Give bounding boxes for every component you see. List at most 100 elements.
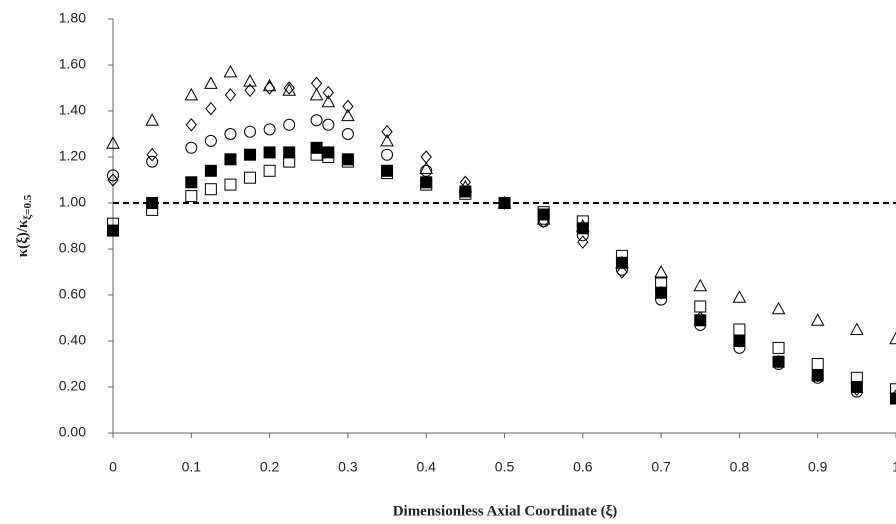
marker [850, 371, 863, 384]
marker [890, 383, 896, 396]
marker [244, 171, 257, 184]
marker [693, 278, 708, 292]
marker [146, 203, 159, 216]
marker [420, 176, 433, 189]
y-tick-label: 1.20 [59, 148, 86, 164]
marker [811, 358, 824, 370]
marker [204, 164, 217, 177]
x-tick-label: 1 [892, 459, 896, 475]
marker [381, 148, 394, 161]
x-tick-label: 0.4 [416, 459, 436, 475]
marker [224, 153, 237, 166]
marker [185, 141, 198, 154]
marker [107, 224, 119, 237]
marker [321, 94, 336, 108]
marker [185, 190, 198, 203]
marker [498, 197, 511, 209]
marker [204, 134, 217, 147]
marker [184, 87, 199, 101]
marker [655, 277, 668, 290]
y-tick-label: 0.60 [59, 286, 86, 302]
marker [381, 167, 394, 180]
marker [420, 164, 433, 177]
marker [459, 185, 472, 198]
marker [459, 187, 472, 200]
marker [341, 153, 354, 166]
marker [244, 83, 256, 98]
marker [850, 381, 863, 393]
marker [576, 222, 589, 235]
marker [498, 197, 511, 209]
y-tick-label: 0.20 [59, 378, 86, 394]
marker [419, 161, 434, 174]
x-tick-label: 0.1 [182, 459, 202, 475]
x-tick-label: 0.5 [495, 459, 515, 475]
x-tick-label: 0 [109, 459, 117, 475]
marker [223, 64, 238, 78]
marker [654, 264, 668, 278]
marker [263, 81, 276, 95]
marker [243, 74, 257, 87]
marker [420, 178, 433, 191]
marker [615, 249, 628, 262]
marker [341, 108, 355, 122]
marker [107, 169, 119, 182]
marker [615, 256, 628, 269]
marker [263, 123, 276, 136]
marker [772, 355, 785, 368]
marker [771, 301, 786, 315]
y-tick-label: 1.40 [59, 102, 86, 118]
marker [106, 136, 120, 149]
marker [283, 146, 296, 159]
marker [322, 118, 335, 131]
marker [204, 76, 218, 89]
marker [342, 99, 354, 114]
x-tick-label: 0.3 [338, 459, 358, 475]
x-tick-label: 0.7 [651, 459, 671, 475]
marker [537, 206, 550, 219]
marker [283, 155, 296, 168]
marker [224, 178, 237, 191]
marker [322, 85, 334, 100]
y-axis-title: κ(ξ)/κξ=0.5 [15, 194, 33, 257]
marker [309, 87, 324, 101]
marker [205, 101, 217, 116]
marker [537, 208, 550, 221]
marker [733, 323, 746, 336]
marker [341, 128, 354, 140]
marker [322, 146, 335, 159]
y-tick-label: 1.60 [59, 56, 86, 72]
marker [146, 155, 159, 168]
marker [772, 341, 785, 354]
x-axis-title: Dimensionless Axial Coordinate (ξ) [393, 503, 618, 519]
y-axis-title-sub: ξ=0.5 [22, 194, 34, 219]
x-tick-label: 0.9 [808, 459, 828, 475]
marker [310, 141, 323, 154]
y-tick-label: 1.00 [59, 194, 86, 210]
y-tick-label: 0.80 [59, 240, 86, 256]
marker [283, 81, 295, 95]
marker [889, 331, 896, 345]
marker [224, 88, 237, 102]
marker [107, 217, 119, 230]
x-tick-label: 0.8 [730, 459, 750, 475]
marker [810, 313, 825, 326]
marker [850, 322, 864, 335]
y-tick-label: 0.00 [59, 424, 86, 440]
marker [244, 125, 257, 138]
marker [310, 114, 323, 127]
marker [310, 76, 323, 91]
marker [732, 290, 747, 303]
marker [263, 146, 276, 159]
x-tick-label: 0.2 [260, 459, 280, 475]
marker [310, 148, 323, 161]
marker [890, 392, 896, 405]
y-tick-label: 0.40 [59, 332, 86, 348]
marker [322, 151, 335, 163]
marker [380, 133, 394, 147]
marker [381, 164, 394, 177]
marker [283, 118, 296, 131]
marker [185, 176, 198, 189]
marker [146, 197, 159, 209]
